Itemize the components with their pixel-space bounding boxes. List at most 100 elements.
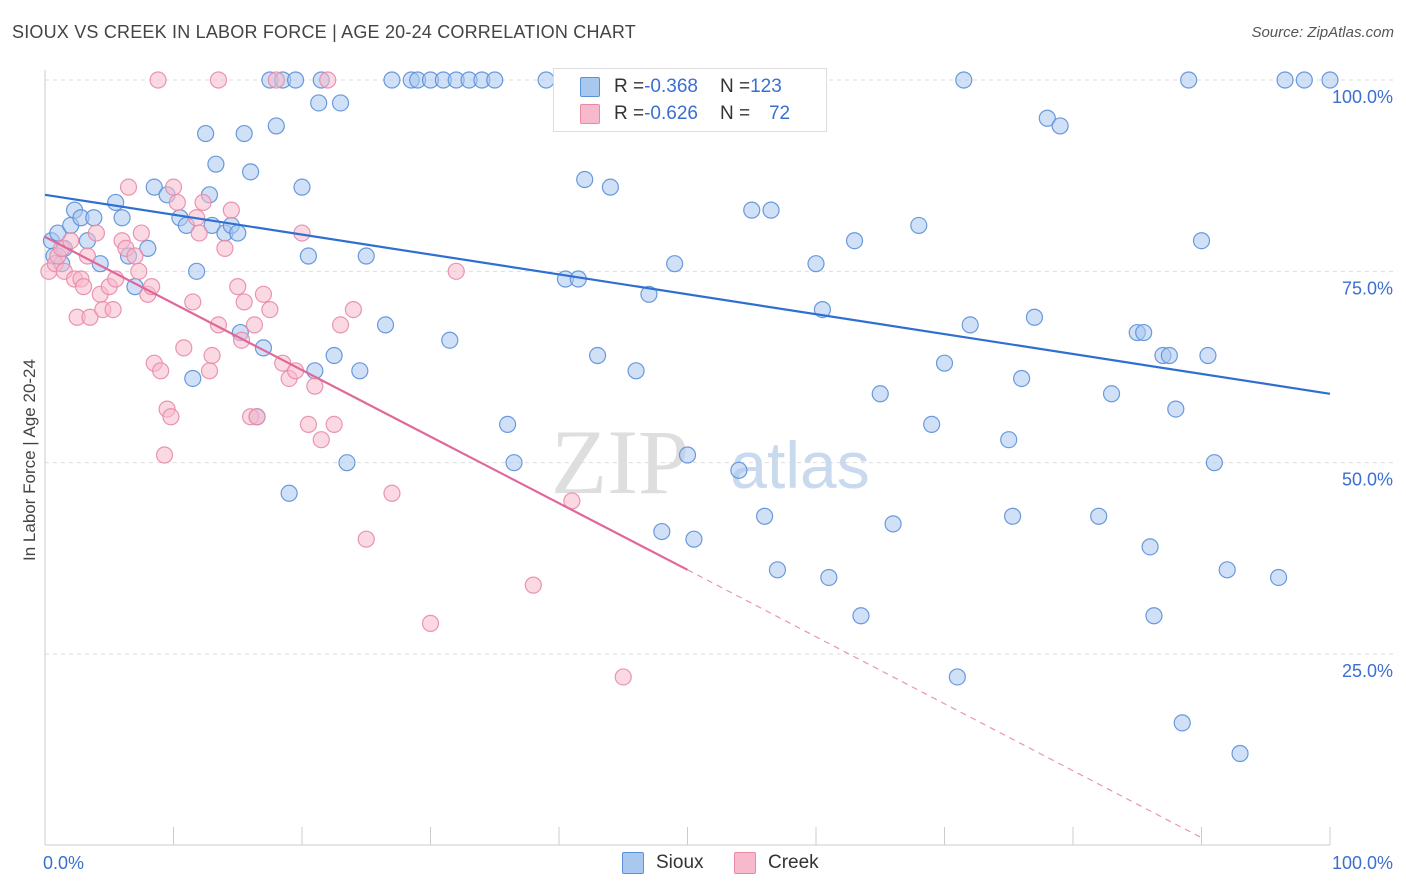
- sioux-point: [743, 201, 761, 219]
- creek-point: [421, 614, 440, 632]
- sioux-point: [1231, 744, 1249, 763]
- sioux-point: [768, 561, 787, 579]
- sioux-point: [730, 461, 748, 479]
- sioux-trend-line: [44, 193, 1331, 395]
- legend-row-sioux: R = -0.368 N = 123: [580, 74, 782, 100]
- sioux-point: [762, 201, 780, 219]
- legend-n-label: N =: [719, 103, 751, 124]
- sioux-point: [820, 568, 838, 587]
- sioux-point: [1135, 323, 1153, 342]
- watermark-atlas: atlas: [730, 428, 869, 502]
- sioux-point: [441, 331, 459, 349]
- series-legend: Sioux Creek: [0, 852, 1406, 878]
- creek-point: [312, 431, 330, 449]
- x-tick-label: 100.0%: [1332, 853, 1393, 873]
- sioux-swatch: [580, 77, 600, 97]
- sioux-point: [884, 515, 902, 533]
- sioux-point: [1038, 109, 1056, 127]
- sioux-point: [376, 316, 395, 334]
- creek-point: [200, 362, 219, 380]
- sioux-point: [627, 362, 645, 380]
- creek-point: [184, 293, 202, 311]
- sioux-point: [807, 255, 825, 273]
- creek-point: [190, 224, 208, 242]
- sioux-point: [653, 522, 671, 541]
- sioux-point: [1205, 454, 1223, 472]
- sioux-point: [486, 71, 504, 89]
- legend-n-label: N =: [719, 76, 751, 97]
- sioux-point: [852, 607, 870, 625]
- sioux-point: [229, 224, 247, 242]
- sioux-point: [1090, 507, 1108, 525]
- creek-point: [155, 446, 174, 464]
- sioux-point: [1160, 346, 1178, 365]
- creek-point: [229, 278, 247, 296]
- creek-point: [325, 415, 343, 433]
- creek-point: [149, 71, 167, 89]
- creek-point: [614, 668, 632, 686]
- creek-swatch: [580, 104, 600, 124]
- sioux-swatch: [622, 852, 644, 874]
- sioux-point: [1173, 714, 1191, 732]
- sioux-point: [113, 209, 131, 227]
- creek-point: [162, 408, 180, 426]
- sioux-point: [188, 262, 206, 280]
- sioux-point: [871, 385, 889, 403]
- chart-title: SIOUX VS CREEK IN LABOR FORCE | AGE 20-2…: [12, 22, 636, 42]
- sioux-point: [505, 454, 523, 472]
- creek-point: [132, 224, 150, 242]
- creek-point: [164, 178, 183, 196]
- legend-r-value: -0.368: [644, 76, 698, 97]
- sioux-point: [588, 346, 607, 365]
- creek-point: [203, 346, 221, 365]
- legend-item-creek[interactable]: Creek: [734, 852, 819, 874]
- creek-point: [331, 316, 350, 334]
- y-tick-label: 100.0%: [1332, 87, 1393, 107]
- sioux-point: [666, 255, 684, 273]
- creek-point: [447, 262, 465, 280]
- y-axis-label: In Labor Force | Age 20-24: [20, 359, 39, 561]
- y-tick-label: 50.0%: [1342, 470, 1393, 490]
- creek-point: [126, 247, 144, 265]
- sioux-point: [640, 285, 658, 303]
- sioux-point: [299, 247, 318, 265]
- creek-point: [357, 530, 375, 548]
- sioux-point: [1167, 400, 1185, 418]
- sioux-point: [85, 209, 103, 227]
- sioux-point: [1269, 568, 1288, 587]
- creek-point: [319, 71, 337, 89]
- sioux-point: [537, 71, 555, 89]
- creek-point: [62, 232, 80, 250]
- sioux-point: [1276, 71, 1294, 89]
- sioux-point: [1141, 538, 1159, 556]
- sioux-point: [1180, 71, 1198, 89]
- creek-point: [383, 484, 401, 502]
- sioux-point: [286, 71, 305, 89]
- creek-point: [524, 576, 542, 594]
- creek-point: [267, 71, 285, 89]
- sioux-point: [948, 668, 966, 686]
- creek-point: [152, 362, 170, 380]
- axes: [44, 70, 1331, 846]
- sioux-point: [845, 232, 864, 250]
- sioux-point: [1004, 507, 1022, 525]
- sioux-point: [1025, 308, 1044, 326]
- legend-label-creek: Creek: [768, 852, 819, 873]
- creek-swatch: [734, 852, 756, 874]
- x-tick-label: 0.0%: [43, 853, 84, 873]
- sioux-point: [1321, 71, 1339, 89]
- creek-point: [81, 308, 99, 326]
- sioux-point: [1145, 607, 1163, 625]
- sioux-point: [1295, 71, 1313, 89]
- legend-r-value: -0.626: [644, 103, 698, 124]
- watermark: ZIP atlas: [551, 411, 870, 513]
- sioux-point: [242, 163, 260, 181]
- sioux-point: [293, 178, 311, 196]
- trend-lines: [44, 193, 1331, 839]
- creek-point: [344, 301, 362, 319]
- legend-item-sioux[interactable]: Sioux: [622, 852, 704, 874]
- sioux-point: [1102, 385, 1121, 403]
- sioux-point: [955, 71, 973, 89]
- sioux-point: [184, 369, 202, 388]
- creek-trend-line: [44, 235, 689, 571]
